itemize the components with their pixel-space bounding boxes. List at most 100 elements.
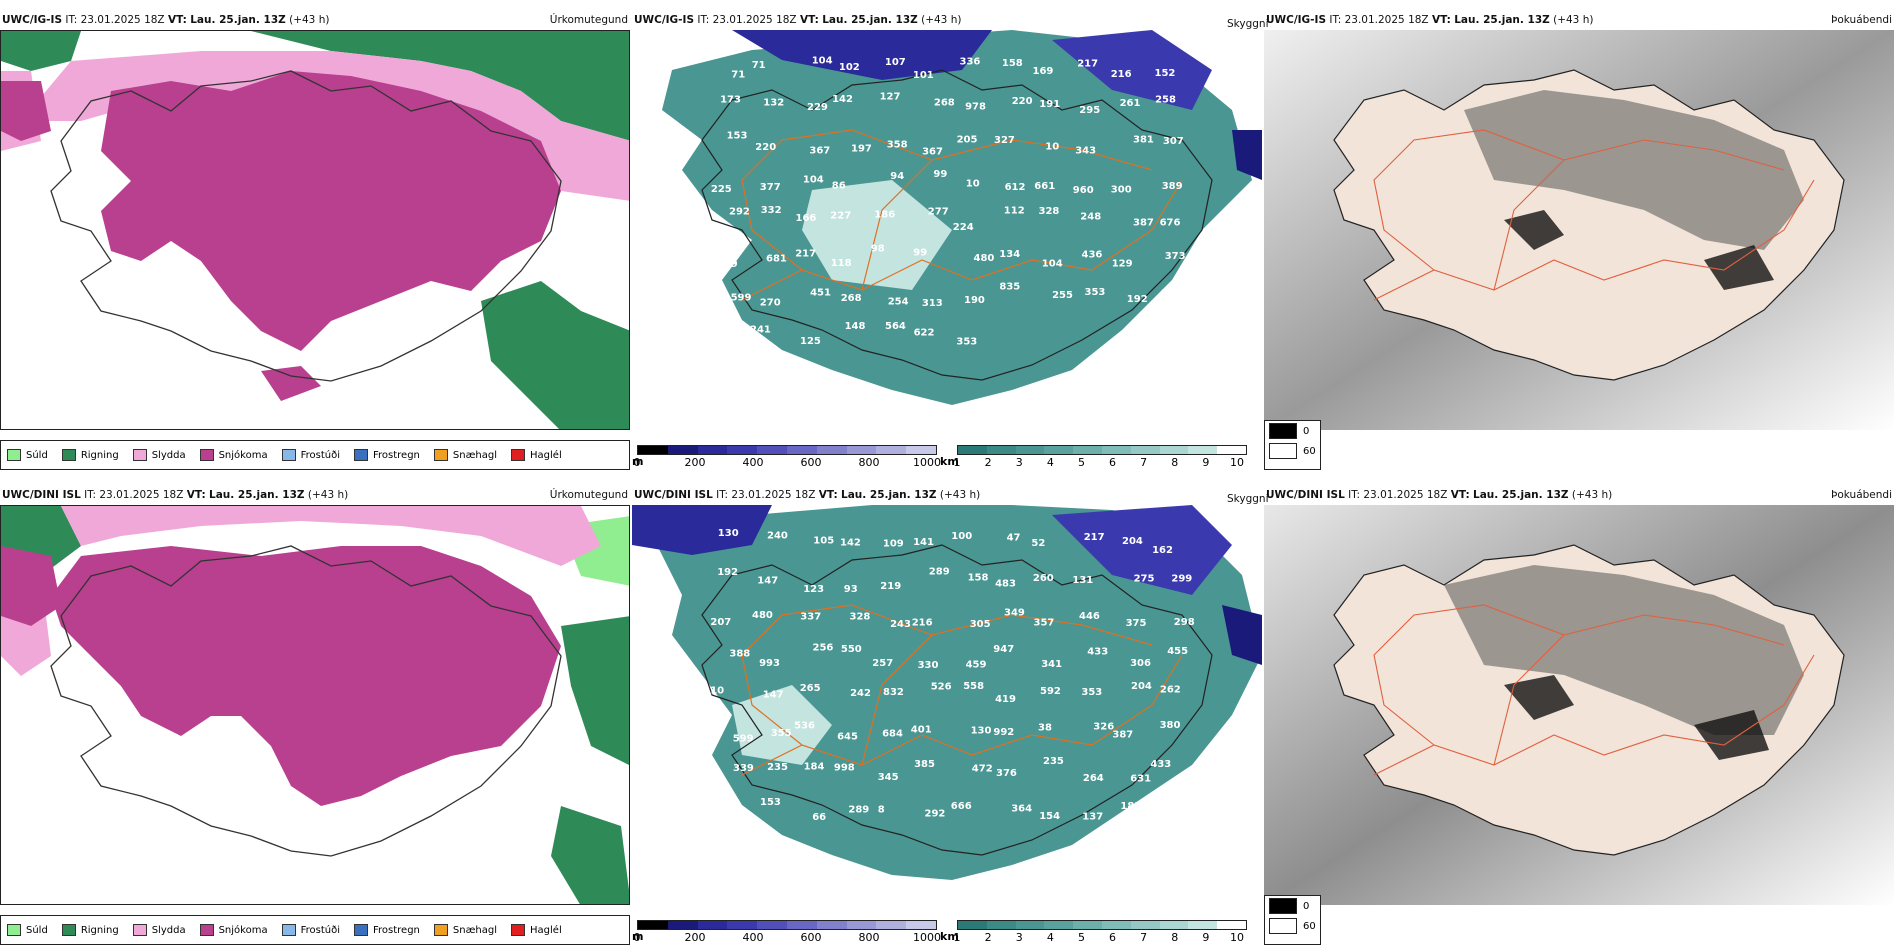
cloud-base-label: 184 bbox=[804, 762, 825, 773]
cloud-base-label: 190 bbox=[964, 295, 985, 306]
cloud-base-label: 5 bbox=[757, 840, 764, 851]
colorbar-swatch bbox=[906, 921, 936, 929]
legend-swatch bbox=[281, 924, 296, 936]
panel-header: UWC/DINI ISL IT: 23.01.2025 18Z VT: Lau.… bbox=[0, 485, 630, 505]
cloud-base-label: 436 bbox=[1082, 250, 1103, 261]
cloud-base-label: 645 bbox=[837, 732, 858, 743]
cloud-base-label: 526 bbox=[931, 682, 952, 693]
legend-item: Haglél bbox=[511, 924, 562, 936]
fog-legend-row: 60 bbox=[1265, 441, 1320, 461]
legend-swatch bbox=[7, 924, 21, 936]
cloud-base-label: 305 bbox=[970, 619, 991, 630]
cloud-base-label: 376 bbox=[996, 768, 1017, 779]
it-value: 23.01.2025 18Z bbox=[731, 489, 816, 501]
cloud-base-label: 104 bbox=[1042, 258, 1063, 269]
cloud-base-label: 262 bbox=[1160, 684, 1181, 695]
cloud-base-label: 255 bbox=[1052, 290, 1073, 301]
cloud-base-label: 127 bbox=[880, 92, 901, 103]
cloud-base-label: 377 bbox=[760, 182, 781, 193]
cloud-base-label: 153 bbox=[760, 797, 781, 808]
cloud-base-label: 419 bbox=[995, 694, 1016, 705]
visibility-field bbox=[652, 505, 1262, 880]
cloud-base-label: 123 bbox=[803, 584, 824, 595]
cloud-base-label: 99 bbox=[933, 169, 947, 180]
lead-time: (+43 h) bbox=[307, 489, 349, 501]
colorbar-swatch bbox=[1217, 446, 1246, 454]
visibility-map[interactable]: 130 240 105 142 109 141 100 47 52 217 204 162 192 147… bbox=[632, 505, 1262, 905]
product-label: Þokuábendi bbox=[1831, 489, 1892, 501]
cloud-base-label: 550 bbox=[841, 644, 862, 655]
cloud-base-label: 104 bbox=[812, 56, 833, 67]
cloud-base-label: 455 bbox=[1167, 646, 1188, 657]
colorbar-swatch bbox=[786, 921, 817, 929]
cloud-base-label: 147 bbox=[757, 576, 778, 587]
cloud-base-label: 217 bbox=[1077, 58, 1098, 69]
panel-fog-index-igis: UWC/IG-IS IT: 23.01.2025 18Z VT: Lau. 25… bbox=[1264, 10, 1894, 475]
cloud-base-label: 915 bbox=[1161, 288, 1182, 299]
cloud-base-label: 101 bbox=[913, 70, 934, 81]
cloud-base-label: 158 bbox=[968, 572, 989, 583]
legend-swatch bbox=[132, 449, 147, 461]
snow-area bbox=[101, 71, 561, 351]
colorbar-tick-label: 8 bbox=[1171, 456, 1179, 469]
visibility-high bbox=[802, 180, 952, 290]
cloud-base-label: 268 bbox=[934, 98, 955, 109]
cloud-base-label: 387 bbox=[1112, 730, 1133, 741]
fog-index-map[interactable] bbox=[1264, 505, 1894, 905]
cloud-base-label: 345 bbox=[878, 772, 899, 783]
product-label: Úrkomutegund bbox=[549, 14, 628, 26]
cloud-base-label: 275 bbox=[1134, 573, 1155, 584]
cloud-base-label: 292 bbox=[729, 207, 750, 218]
cloud-base-label: 998 bbox=[834, 762, 855, 773]
low-cloud-area bbox=[1052, 505, 1232, 595]
cloud-base-label: 341 bbox=[1041, 659, 1062, 670]
height-colorbar-ticks: 0 200 400 600 800 1000 bbox=[633, 455, 942, 469]
product-label: Skyggni bbox=[1227, 493, 1269, 505]
legend-label: Frostregn bbox=[373, 924, 420, 936]
legend-swatch bbox=[511, 924, 526, 936]
lead-time: (+43 h) bbox=[1553, 14, 1594, 26]
cloud-base-label: 242 bbox=[850, 688, 871, 699]
colorbar-tick-label: 200 bbox=[684, 456, 706, 469]
cloud-base-label: 328 bbox=[1039, 206, 1060, 217]
colorbar-swatch bbox=[906, 446, 936, 454]
legend-item: Súld bbox=[7, 924, 48, 936]
cloud-base-label: 676 bbox=[1160, 217, 1181, 228]
snow-area bbox=[261, 366, 321, 401]
cloud-base-label: 169 bbox=[1033, 66, 1054, 77]
colorbar-tick-label: 3 bbox=[1015, 931, 1023, 944]
visibility-map[interactable]: 71 71 104 102 107 101 336 158 169 217 216 152 173 132… bbox=[632, 30, 1262, 430]
visibility-field bbox=[662, 30, 1252, 405]
cloud-base-label: 154 bbox=[1039, 811, 1060, 822]
colorbar-swatch bbox=[958, 921, 987, 929]
cloud-base-label: 220 bbox=[755, 142, 776, 153]
precip-map[interactable] bbox=[0, 30, 630, 430]
colorbar-tick-label: 5 bbox=[1077, 931, 1085, 944]
cloud-base-label: 947 bbox=[993, 644, 1014, 655]
cloud-base-label: 204 bbox=[1122, 536, 1143, 547]
colorbar-swatch bbox=[1073, 921, 1102, 929]
legend-label: Haglél bbox=[530, 449, 562, 461]
cloud-base-label: 197 bbox=[851, 144, 872, 155]
fog-index-legend: 0 60 bbox=[1264, 895, 1321, 945]
colorbar-tick-label: 0 bbox=[633, 456, 641, 469]
cloud-base-label: 142 bbox=[840, 538, 861, 549]
legend-swatch bbox=[7, 449, 21, 461]
colorbar-swatch bbox=[667, 446, 698, 454]
cloud-base-label: 66 bbox=[812, 812, 826, 823]
panel-visibility-dini: UWC/DINI ISL IT: 23.01.2025 18Z VT: Lau.… bbox=[632, 485, 1269, 950]
cloud-base-label: 99 bbox=[913, 248, 927, 259]
cloud-base-label: 472 bbox=[972, 764, 993, 775]
cloud-base-label: 480 bbox=[752, 610, 773, 621]
vt-label: VT: bbox=[167, 14, 187, 26]
it-value: 23.01.2025 18Z bbox=[1344, 14, 1429, 26]
precip-map-svg bbox=[1, 506, 629, 904]
colorbar-swatch bbox=[727, 446, 758, 454]
colorbar-swatch bbox=[638, 921, 668, 929]
height-unit: m bbox=[632, 455, 644, 468]
product-label: Úrkomutegund bbox=[549, 489, 628, 501]
fog-index-map[interactable] bbox=[1264, 30, 1894, 430]
it-label: IT: bbox=[1348, 489, 1361, 501]
precip-map[interactable] bbox=[0, 505, 630, 905]
